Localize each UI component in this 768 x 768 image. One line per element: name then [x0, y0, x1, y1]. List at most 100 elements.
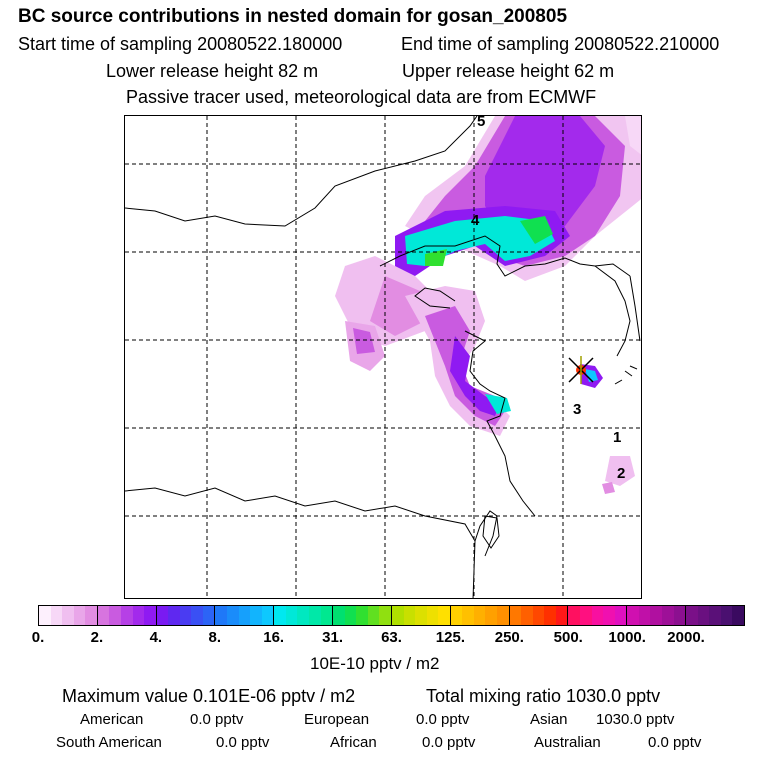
colorbar-swatch	[415, 606, 427, 625]
colorbar-swatch	[179, 606, 192, 625]
colorbar-swatch	[497, 606, 509, 625]
coastlines	[125, 116, 641, 598]
colorbar-swatch	[673, 606, 686, 625]
colorbar-segment	[97, 606, 157, 625]
south-american-value: 0.0 pptv	[216, 734, 270, 751]
colorbar-swatch	[580, 606, 592, 625]
colorbar	[38, 605, 745, 626]
colorbar-tick-label: 0.	[31, 629, 45, 646]
colorbar-swatch	[168, 606, 180, 625]
colorbar-swatch	[391, 606, 404, 625]
colorbar-tick-label: 500.	[553, 629, 583, 646]
colorbar-swatch	[686, 606, 698, 625]
colorbar-swatch	[73, 606, 86, 625]
colorbar-swatch	[450, 606, 463, 625]
colorbar-swatch	[603, 606, 615, 625]
colorbar-swatch	[614, 606, 627, 625]
asian-label: Asian	[530, 711, 568, 728]
colorbar-swatch	[709, 606, 721, 625]
colorbar-swatch	[473, 606, 486, 625]
upper-release-height: Upper release height 62 m	[402, 61, 615, 81]
colorbar-segment	[156, 606, 216, 625]
colorbar-segment	[215, 606, 275, 625]
colorbar-segment	[686, 606, 744, 625]
receptor-marker-icon	[568, 356, 594, 384]
colorbar-swatch	[274, 606, 286, 625]
map-canvas: 5 4 3 1 2	[125, 116, 641, 598]
colorbar-swatch	[261, 606, 274, 625]
colorbar-swatch	[320, 606, 333, 625]
colorbar-segment	[333, 606, 392, 625]
australian-value: 0.0 pptv	[648, 734, 702, 751]
site-label-5: 5	[477, 116, 485, 130]
taiwan-outline	[482, 515, 500, 549]
colorbar-swatch	[97, 606, 110, 625]
colorbar-swatch	[532, 606, 545, 625]
colorbar-swatch	[144, 606, 156, 625]
colorbar-swatch	[202, 606, 215, 625]
colorbar-swatch	[403, 606, 416, 625]
colorbar-units: 10E-10 pptv / m2	[310, 654, 440, 673]
colorbar-swatch	[661, 606, 674, 625]
colorbar-segment	[391, 606, 451, 625]
african-label: African	[330, 734, 377, 751]
colorbar-segment	[568, 606, 628, 625]
tracer-note: Passive tracer used, meteorological data…	[126, 87, 597, 107]
colorbar-swatch	[720, 606, 733, 625]
european-value: 0.0 pptv	[416, 711, 470, 728]
colorbar-tick-label: 125.	[435, 629, 466, 646]
colorbar-tick-label: 1000.	[608, 629, 646, 646]
american-label: American	[80, 711, 144, 728]
colorbar-swatch	[132, 606, 145, 625]
colorbar-swatch	[50, 606, 63, 625]
colorbar-swatch	[215, 606, 228, 625]
colorbar-swatch	[426, 606, 439, 625]
colorbar-swatch	[333, 606, 345, 625]
colorbar-swatch	[62, 606, 74, 625]
site-label-1: 1	[613, 429, 621, 446]
colorbar-tick-label: 16.	[263, 629, 285, 646]
colorbar-segment	[627, 606, 687, 625]
colorbar-swatch	[438, 606, 450, 625]
colorbar-tick-label: 2000.	[667, 629, 705, 646]
colorbar-swatch	[356, 606, 368, 625]
colorbar-swatch	[309, 606, 321, 625]
colorbar-swatch	[156, 606, 169, 625]
map-panel: 5 4 3 1 2	[124, 115, 642, 599]
colorbar-swatch	[485, 606, 498, 625]
colorbar-segment	[450, 606, 510, 625]
lower-release-height: Lower release height 82 m	[106, 61, 319, 81]
colorbar-swatch	[297, 606, 309, 625]
colorbar-swatch	[627, 606, 639, 625]
max-value: Maximum value 0.101E-06 pptv / m2	[62, 686, 356, 706]
colorbar-swatch	[379, 606, 391, 625]
colorbar-swatch	[697, 606, 710, 625]
end-time: End time of sampling 20080522.210000	[401, 34, 720, 54]
colorbar-swatch	[462, 606, 474, 625]
colorbar-tick-label: 2.	[90, 629, 104, 646]
colorbar-swatch	[191, 606, 203, 625]
site-label-3: 3	[573, 401, 581, 418]
colorbar-swatch	[85, 606, 97, 625]
colorbar-swatch	[568, 606, 581, 625]
colorbar-tick-label: 250.	[494, 629, 524, 646]
american-value: 0.0 pptv	[190, 711, 244, 728]
colorbar-swatch	[238, 606, 251, 625]
asian-value: 1030.0 pptv	[596, 711, 675, 728]
australian-label: Australian	[534, 734, 601, 751]
european-label: European	[304, 711, 370, 728]
site-label-4: 4	[471, 212, 480, 229]
colorbar-swatch	[285, 606, 298, 625]
colorbar-swatch	[732, 606, 744, 625]
colorbar-swatch	[509, 606, 522, 625]
colorbar-swatch	[367, 606, 380, 625]
contribution-field	[335, 116, 641, 494]
colorbar-swatch	[544, 606, 556, 625]
colorbar-swatch	[250, 606, 262, 625]
colorbar-swatch	[650, 606, 662, 625]
grid-lines	[125, 116, 641, 598]
colorbar-segment	[509, 606, 569, 625]
colorbar-segment	[39, 606, 98, 625]
colorbar-segment	[274, 606, 334, 625]
colorbar-tick-label: 31.	[322, 629, 344, 646]
